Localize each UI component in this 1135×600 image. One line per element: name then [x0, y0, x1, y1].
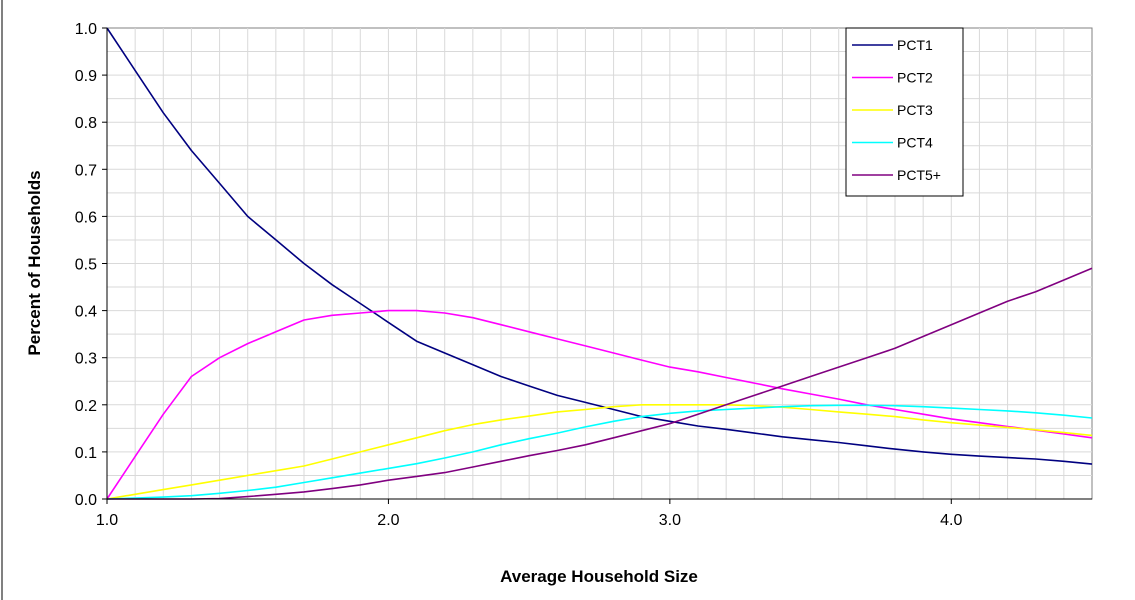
y-tick-label: 0.6: [75, 209, 97, 226]
x-tick-label: 2.0: [377, 512, 399, 529]
x-axis-title: Average Household Size: [500, 567, 698, 586]
legend-entries: PCT1 PCT2 PCT3 PCT4 PCT5+: [852, 37, 941, 183]
y-tick-label: 1.0: [75, 21, 97, 38]
legend-label: PCT1: [897, 37, 933, 53]
series-line-pct1: [106, 27, 1093, 465]
y-tick-label: 0.4: [75, 304, 97, 321]
legend-label: PCT2: [897, 70, 933, 86]
y-tick-label: 0.5: [75, 257, 97, 274]
y-tick-label: 0.2: [75, 398, 97, 415]
y-tick-label: 0.8: [75, 115, 97, 132]
gridlines: [107, 28, 1092, 499]
legend-label: PCT5+: [897, 167, 941, 183]
series-line-pct5: [107, 267, 1093, 500]
y-tick-label: 0.9: [75, 68, 97, 85]
legend-label: PCT4: [897, 135, 933, 151]
series-line-pct2: [106, 309, 1093, 500]
y-tick-label: 0.3: [75, 351, 97, 368]
y-tick-label: 0.0: [75, 492, 97, 509]
legend-label: PCT3: [897, 102, 933, 118]
axis-ticks: 1.0 2.0 3.0 4.0 0.0 0.1 0.2 0.3 0.4 0.5 0.6 0.7 0.8 0…: [75, 21, 963, 529]
y-axis-title: Percent of Households: [25, 170, 44, 355]
series-line-pct3: [106, 403, 1093, 500]
series-lines: [106, 27, 1093, 500]
x-tick-label: 1.0: [96, 512, 118, 529]
x-tick-label: 4.0: [940, 512, 962, 529]
y-tick-label: 0.1: [75, 445, 97, 462]
y-tick-label: 0.7: [75, 162, 97, 179]
series-line-pct4: [106, 404, 1093, 500]
x-tick-label: 3.0: [659, 512, 681, 529]
legend: PCT1 PCT2 PCT3 PCT4 PCT5+: [845, 27, 964, 197]
legend-box: [845, 27, 964, 197]
